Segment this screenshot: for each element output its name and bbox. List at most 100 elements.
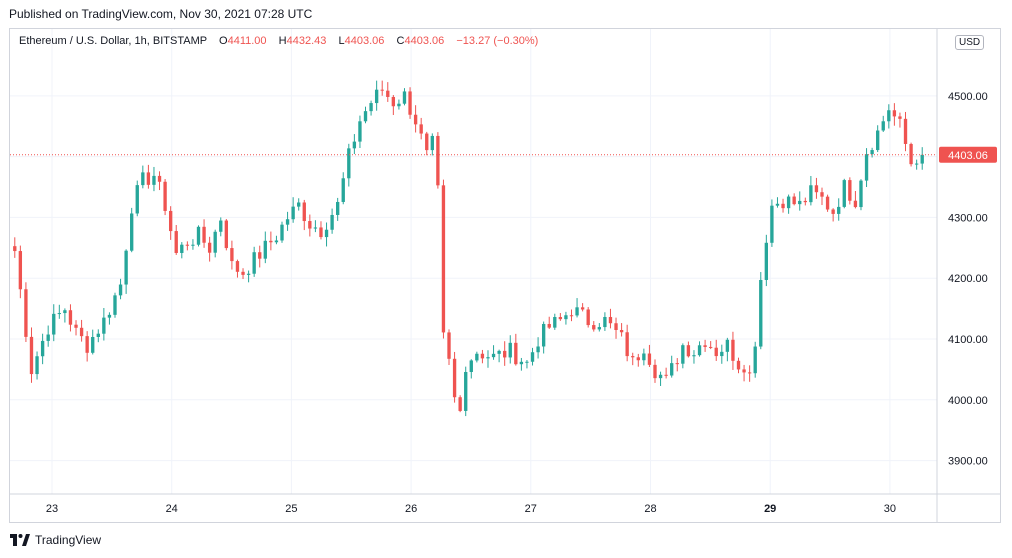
candle-body bbox=[63, 310, 67, 314]
candle-body bbox=[725, 339, 730, 352]
candle-body bbox=[135, 185, 139, 214]
candle-body bbox=[775, 203, 780, 206]
candle-body bbox=[168, 210, 173, 232]
candle-body bbox=[903, 118, 908, 144]
candle-body bbox=[185, 244, 190, 246]
candle-body bbox=[280, 224, 284, 241]
x-tick-label: 27 bbox=[525, 503, 537, 515]
candle-body bbox=[809, 185, 813, 203]
candle-body bbox=[525, 361, 529, 363]
candle-body bbox=[285, 219, 290, 225]
candle-body bbox=[363, 111, 368, 122]
candle-body bbox=[480, 353, 485, 359]
candle-body bbox=[68, 310, 73, 325]
candle-body bbox=[302, 202, 306, 222]
candle-body bbox=[386, 90, 390, 97]
candle-body bbox=[436, 135, 440, 186]
candle-body bbox=[514, 342, 518, 365]
candle-body bbox=[347, 148, 351, 179]
x-tick-label: 28 bbox=[644, 503, 656, 515]
candle-body bbox=[686, 345, 691, 357]
candle-body bbox=[697, 345, 702, 356]
candle-body bbox=[118, 284, 123, 296]
candle-body bbox=[792, 196, 796, 205]
candle-body bbox=[614, 323, 618, 330]
candle-body bbox=[575, 307, 579, 316]
candle-body bbox=[224, 220, 229, 249]
candle-body bbox=[853, 200, 858, 208]
candle-body bbox=[246, 273, 251, 275]
candle-body bbox=[692, 355, 696, 357]
candle-body bbox=[124, 250, 128, 285]
y-tick-label: 4300.00 bbox=[948, 212, 988, 224]
candle-body bbox=[341, 178, 345, 202]
candle-body bbox=[413, 114, 418, 125]
chart-frame[interactable] bbox=[9, 28, 1001, 523]
candle-body bbox=[491, 353, 496, 358]
candle-body bbox=[196, 226, 201, 245]
x-tick-label: 30 bbox=[884, 503, 896, 515]
candle-body bbox=[658, 374, 663, 379]
candle-body bbox=[230, 248, 234, 262]
candle-body bbox=[269, 240, 273, 243]
candle-body bbox=[541, 323, 546, 347]
candle-body bbox=[736, 360, 741, 370]
candle-body bbox=[580, 307, 585, 310]
candle-body bbox=[24, 289, 28, 337]
currency-button[interactable]: USD bbox=[955, 35, 985, 50]
candle-body bbox=[475, 353, 479, 361]
last-price-label: 4403.06 bbox=[948, 150, 988, 162]
candle-body bbox=[759, 279, 763, 347]
candle-body bbox=[46, 334, 50, 341]
candle-body bbox=[40, 340, 45, 357]
candle-body bbox=[308, 221, 312, 229]
candle-body bbox=[352, 141, 357, 149]
candle-body bbox=[675, 363, 679, 365]
candle-body bbox=[430, 135, 434, 151]
candle-body bbox=[107, 314, 112, 318]
candle-body bbox=[458, 397, 462, 411]
candle-body bbox=[497, 350, 501, 354]
tradingview-logo-icon bbox=[10, 534, 30, 546]
footer-brand-label: TradingView bbox=[35, 533, 102, 547]
candle-body bbox=[597, 327, 601, 330]
candle-body bbox=[441, 185, 446, 333]
candle-body bbox=[358, 121, 362, 142]
candle-body bbox=[670, 363, 674, 376]
candle-body bbox=[764, 242, 769, 280]
candle-body bbox=[447, 332, 451, 359]
candle-body bbox=[914, 163, 919, 165]
candle-body bbox=[519, 361, 524, 365]
candle-body bbox=[625, 332, 629, 357]
candle-body bbox=[369, 103, 373, 112]
candle-body bbox=[536, 346, 540, 353]
candle-body bbox=[380, 89, 384, 91]
candle-body bbox=[235, 261, 240, 272]
candle-body bbox=[848, 180, 852, 201]
candle-body bbox=[731, 339, 735, 361]
candle-body bbox=[29, 336, 34, 375]
candle-body bbox=[425, 133, 429, 151]
candle-body bbox=[291, 206, 295, 220]
candle-body bbox=[881, 121, 885, 131]
candle-body bbox=[297, 202, 301, 207]
candle-body bbox=[547, 323, 551, 328]
footer-brand[interactable]: TradingView bbox=[10, 533, 101, 547]
candle-body bbox=[213, 231, 217, 253]
candle-body bbox=[330, 214, 334, 230]
last-price-badge bbox=[939, 146, 997, 163]
candle-body bbox=[180, 244, 184, 253]
candle-body bbox=[842, 180, 846, 207]
candle-body bbox=[859, 180, 863, 208]
candle-body bbox=[35, 356, 39, 375]
candle-body bbox=[503, 350, 507, 358]
candle-body bbox=[336, 201, 340, 215]
x-tick-label: 25 bbox=[285, 503, 297, 515]
candle-body bbox=[603, 316, 607, 328]
candle-body bbox=[152, 175, 156, 185]
candle-body bbox=[79, 327, 84, 337]
candle-body bbox=[52, 313, 56, 335]
candle-body bbox=[391, 96, 396, 107]
candle-body bbox=[898, 116, 902, 119]
